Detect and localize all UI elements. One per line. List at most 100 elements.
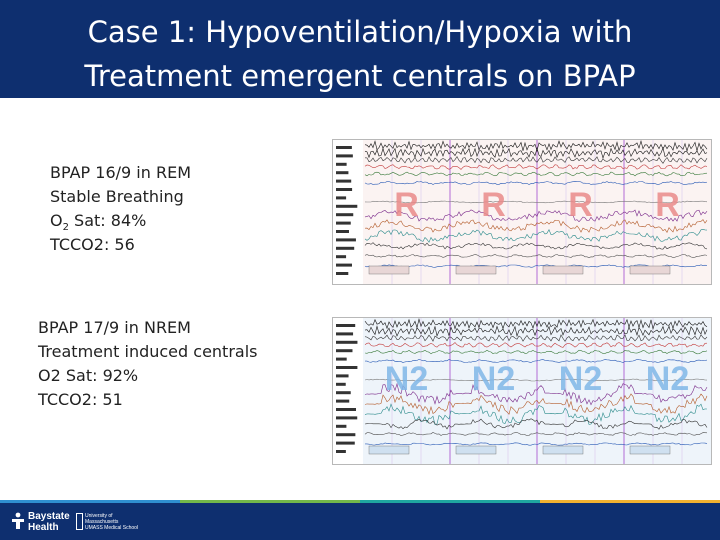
sleep-stage-label: R bbox=[568, 186, 593, 224]
umass-logo-icon bbox=[76, 513, 83, 530]
univ-line-3: UMASS Medical School bbox=[85, 525, 139, 531]
signal-trace bbox=[364, 209, 708, 223]
footer-stripe-teal bbox=[360, 500, 540, 504]
slide-title-line-2: Treatment emergent centrals on BPAP bbox=[84, 59, 636, 93]
rem-o2-sat: O2 Sat: 84% bbox=[50, 209, 191, 233]
nrem-polysomnogram: N2 N2 N2 N2 bbox=[332, 317, 712, 465]
umass-logo-text: University of Massachusetts UMASS Medica… bbox=[85, 513, 138, 531]
channel-label bbox=[336, 424, 347, 428]
channel-label bbox=[336, 433, 356, 437]
signal-trace bbox=[364, 156, 708, 164]
channel-label bbox=[336, 382, 346, 386]
signal-trace bbox=[364, 228, 708, 243]
signal-trace bbox=[364, 325, 708, 338]
event-marker bbox=[629, 445, 671, 455]
signal-trace bbox=[364, 171, 708, 177]
event-marker bbox=[542, 265, 584, 275]
signal-trace bbox=[364, 242, 708, 250]
signal-trace bbox=[365, 442, 708, 446]
nrem-centrals: Treatment induced centrals bbox=[38, 342, 258, 361]
signal-trace bbox=[364, 334, 708, 342]
univ-line-2: Massachusetts bbox=[85, 519, 119, 525]
channel-label bbox=[336, 366, 358, 369]
title-bar bbox=[0, 0, 720, 98]
channel-label bbox=[336, 162, 347, 166]
channel-label bbox=[336, 324, 356, 327]
signal-trace bbox=[364, 378, 708, 382]
org-line-1: Baystate bbox=[28, 511, 70, 522]
channel-label bbox=[336, 399, 350, 403]
footer-stripe-blue bbox=[0, 500, 180, 504]
event-marker bbox=[455, 265, 497, 275]
channel-label bbox=[336, 374, 349, 378]
signal-trace bbox=[364, 432, 708, 436]
signal-trace bbox=[364, 393, 708, 415]
sleep-stage-label: N2 bbox=[472, 360, 515, 398]
channel-label bbox=[336, 340, 358, 344]
rem-settings: BPAP 16/9 in REM bbox=[50, 163, 191, 182]
channel-label bbox=[336, 221, 351, 225]
channel-label bbox=[336, 450, 346, 453]
signal-trace bbox=[364, 349, 708, 355]
channel-label bbox=[336, 188, 353, 191]
nrem-o2-sat: O2 Sat: 92% bbox=[38, 366, 139, 385]
channel-label bbox=[336, 171, 349, 175]
baystate-logo-text: Baystate Health bbox=[28, 511, 70, 533]
channel-label bbox=[336, 230, 349, 233]
nrem-psg-traces: N2 N2 N2 N2 bbox=[333, 318, 708, 464]
channel-label bbox=[336, 441, 355, 445]
signal-trace bbox=[364, 418, 708, 430]
nrem-info-block: BPAP 17/9 in NREM Treatment induced cent… bbox=[38, 316, 257, 412]
sleep-stage-label: N2 bbox=[385, 360, 428, 398]
event-marker bbox=[629, 265, 671, 275]
nrem-settings: BPAP 17/9 in NREM bbox=[38, 318, 191, 337]
channel-label bbox=[336, 179, 352, 183]
o2-prefix: O bbox=[50, 211, 63, 230]
channel-label bbox=[336, 416, 358, 420]
sleep-stage-label: N2 bbox=[646, 360, 689, 398]
footer-stripe-gold bbox=[540, 500, 720, 504]
channel-label-column bbox=[333, 140, 363, 284]
signal-trace bbox=[364, 200, 708, 204]
slide-title: Case 1: Hypoventilation/Hypoxia with Tre… bbox=[0, 10, 720, 98]
univ-line-1: University of bbox=[85, 513, 113, 519]
signal-trace bbox=[364, 140, 708, 153]
signal-trace bbox=[364, 318, 708, 331]
event-marker bbox=[368, 265, 410, 275]
footer-band bbox=[0, 503, 720, 540]
slide-title-line-1: Case 1: Hypoventilation/Hypoxia with bbox=[87, 15, 633, 49]
channel-label bbox=[336, 349, 353, 353]
signal-trace bbox=[364, 164, 708, 170]
channel-label bbox=[336, 255, 347, 259]
channel-label bbox=[336, 154, 353, 158]
o2-subscript: 2 bbox=[62, 222, 69, 234]
channel-label bbox=[336, 246, 355, 250]
signal-trace bbox=[364, 382, 708, 406]
org-line-2: Health bbox=[28, 522, 59, 533]
event-marker bbox=[542, 445, 584, 455]
sleep-stage-label: N2 bbox=[559, 360, 602, 398]
rem-tcco2: TCCO2: 56 bbox=[50, 235, 135, 254]
channel-label bbox=[336, 213, 354, 217]
nrem-tcco2: TCCO2: 51 bbox=[38, 390, 123, 409]
signal-trace bbox=[364, 146, 708, 159]
event-marker bbox=[368, 445, 410, 455]
rem-info-block: BPAP 16/9 in REM Stable Breathing O2 Sat… bbox=[50, 161, 191, 257]
channel-label bbox=[336, 272, 349, 275]
signal-trace bbox=[364, 342, 708, 348]
signal-trace bbox=[364, 254, 708, 259]
channel-label bbox=[336, 357, 347, 361]
channel-label bbox=[336, 263, 352, 267]
signal-trace bbox=[364, 219, 708, 234]
o2-value: Sat: 84% bbox=[68, 211, 147, 230]
channel-label bbox=[336, 204, 358, 208]
baystate-logo-icon bbox=[12, 512, 24, 529]
channel-label bbox=[336, 196, 347, 200]
event-marker bbox=[455, 445, 497, 455]
channel-label bbox=[336, 408, 357, 411]
rem-breathing: Stable Breathing bbox=[50, 187, 184, 206]
signal-trace bbox=[365, 358, 708, 363]
channel-label bbox=[336, 391, 351, 395]
